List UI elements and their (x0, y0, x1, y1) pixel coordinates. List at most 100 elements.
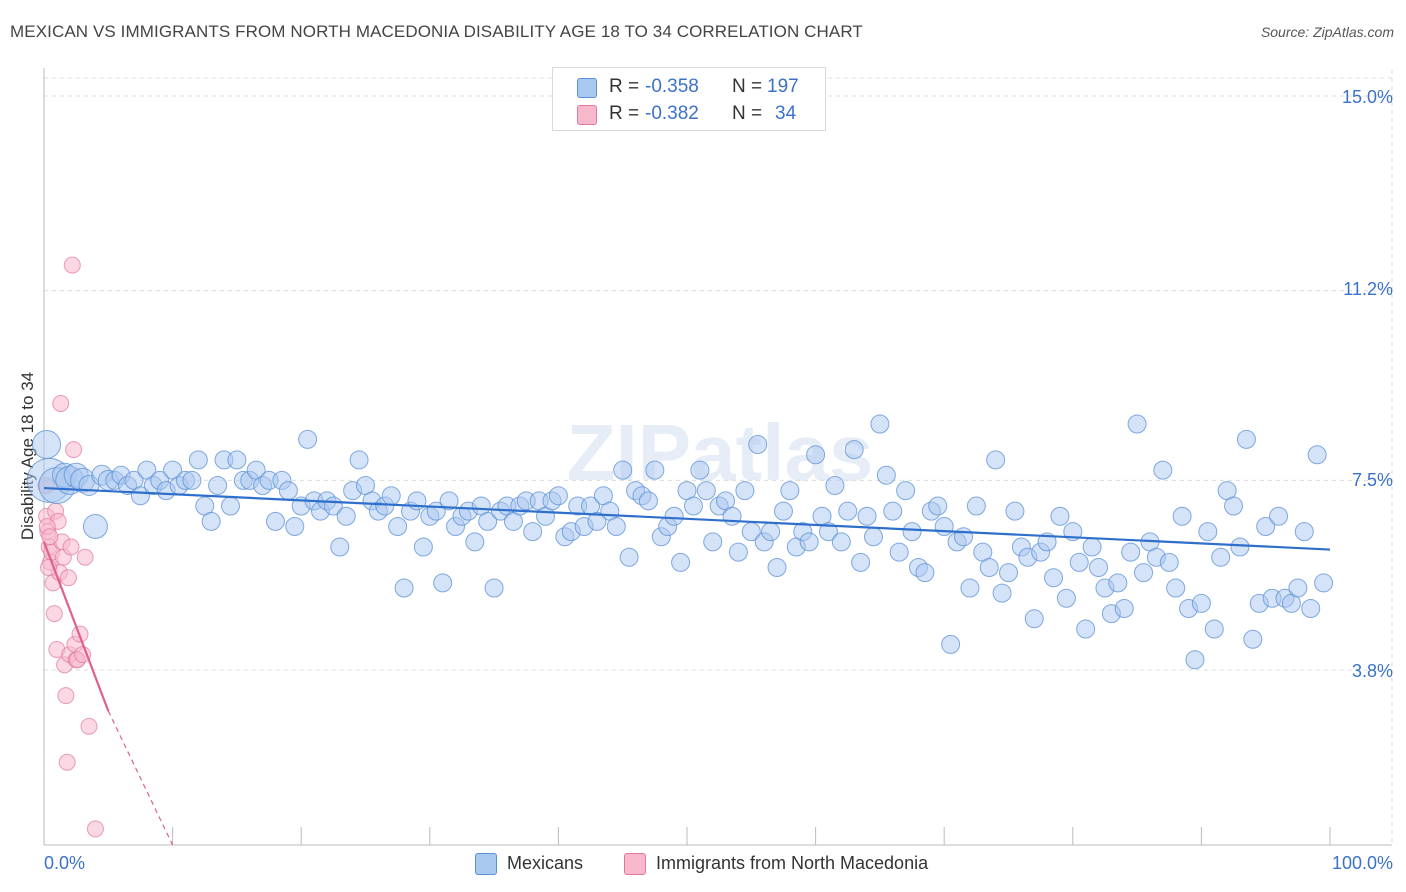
data-point-mexicans (1185, 650, 1205, 670)
data-point-north-macedonia (62, 538, 80, 556)
data-point-mexicans (1256, 517, 1276, 536)
data-point-mexicans (388, 517, 408, 536)
data-point-mexicans (1230, 537, 1250, 557)
chart-title: MEXICAN VS IMMIGRANTS FROM NORTH MACEDON… (10, 22, 863, 41)
data-point-mexicans (1134, 563, 1154, 583)
y-tick-label: 3.8% (1352, 661, 1393, 681)
r-value: -0.358 (645, 76, 699, 97)
data-point-mexicans (298, 429, 318, 449)
data-point-mexicans (484, 578, 504, 598)
data-point-mexicans (966, 496, 986, 516)
data-point-mexicans (1191, 593, 1211, 613)
data-point-mexicans (831, 532, 851, 552)
data-point-mexicans (1114, 599, 1134, 618)
data-point-north-macedonia (63, 256, 81, 274)
data-point-mexicans (767, 558, 787, 577)
data-point-mexicans (896, 481, 916, 501)
data-point-north-macedonia (74, 646, 92, 664)
data-point-mexicans (863, 527, 883, 547)
data-point-mexicans (928, 496, 948, 516)
legend-label: Immigrants from North Macedonia (656, 853, 929, 873)
data-point-north-macedonia (86, 820, 104, 838)
data-point-mexicans (606, 517, 626, 536)
data-point-mexicans (1204, 619, 1224, 639)
data-point-mexicans (381, 486, 401, 506)
data-point-north-macedonia (52, 395, 70, 412)
stats-legend: R = -0.358 N = 197 R = -0.382 N = 34 (552, 67, 826, 131)
data-point-mexicans (465, 532, 485, 552)
data-point-mexicans (1198, 522, 1218, 542)
legend-item-mexicans: Mexicans (475, 852, 605, 876)
data-point-mexicans (1121, 542, 1141, 562)
legend-label: Mexicans (507, 853, 584, 873)
data-point-mexicans (613, 460, 633, 480)
data-point-mexicans (1056, 588, 1076, 608)
data-point-mexicans (1288, 578, 1308, 598)
data-point-mexicans (413, 537, 433, 557)
data-point-mexicans (696, 481, 716, 501)
trend-line-mexicans (43, 486, 1331, 551)
data-point-mexicans (844, 440, 864, 460)
y-tick-label: 7.5% (1352, 470, 1393, 490)
data-point-mexicans (941, 634, 961, 654)
data-point-mexicans (1307, 445, 1327, 465)
data-point-mexicans (349, 450, 369, 470)
trend-lines (42, 486, 1331, 846)
data-point-mexicans (478, 511, 498, 531)
data-point-mexicans (1166, 578, 1186, 598)
data-point-mexicans (336, 506, 356, 526)
data-point-mexicans (1108, 573, 1128, 593)
data-point-mexicans (728, 542, 748, 562)
data-point-mexicans (130, 486, 150, 506)
x-tick-label: 100.0% (1332, 853, 1393, 873)
data-point-mexicans (979, 558, 999, 577)
legend-swatch-blue (577, 78, 597, 98)
data-point-mexicans (857, 506, 877, 526)
data-point-mexicans (188, 450, 208, 470)
data-point-mexicans (703, 532, 723, 552)
data-point-mexicans (735, 481, 755, 501)
data-point-north-macedonia (80, 717, 98, 735)
data-point-mexicans (876, 465, 896, 485)
data-point-mexicans (838, 501, 858, 521)
data-point-mexicans (1243, 629, 1263, 649)
n-value: 34 (775, 103, 797, 124)
data-point-mexicans (1159, 552, 1179, 572)
legend-item-north-macedonia: Immigrants from North Macedonia (624, 852, 984, 876)
data-point-mexicans (1301, 599, 1321, 618)
data-point-mexicans (1089, 558, 1109, 577)
data-point-mexicans (548, 486, 568, 506)
x-tick-label: 0.0% (44, 853, 85, 873)
legend-row-mexicans: R = -0.358 N = 197 (577, 76, 817, 100)
data-point-mexicans (1037, 532, 1057, 552)
data-point-mexicans (722, 506, 742, 526)
data-point-mexicans (1069, 552, 1089, 572)
data-point-mexicans (227, 450, 247, 470)
data-point-north-macedonia (59, 569, 77, 587)
data-point-mexicans (208, 476, 228, 495)
data-point-north-macedonia (65, 441, 83, 459)
y-axis-label: Disability Age 18 to 34 (18, 372, 37, 540)
data-point-mexicans (780, 481, 800, 501)
data-point-mexicans (902, 522, 922, 542)
data-point-mexicans (1269, 506, 1289, 526)
data-point-mexicans (960, 578, 980, 598)
data-point-mexicans (201, 511, 221, 531)
data-point-mexicans (986, 450, 1006, 470)
r-label: R = (609, 76, 640, 97)
series-north-macedonia (37, 256, 104, 838)
data-point-mexicans (1044, 568, 1064, 588)
data-point-north-macedonia (41, 528, 59, 546)
data-point-mexicans (1236, 429, 1256, 449)
data-point-mexicans (953, 527, 973, 547)
data-point-mexicans (999, 563, 1018, 583)
legend-swatch-pink (624, 853, 646, 875)
legend-row-north-macedonia: R = -0.382 N = 34 (577, 103, 817, 127)
data-point-mexicans (278, 481, 298, 501)
n-label: N = (732, 103, 763, 124)
data-point-mexicans (182, 470, 202, 490)
data-point-north-macedonia (45, 605, 63, 623)
data-point-mexicans (394, 578, 414, 598)
data-point-mexicans (285, 517, 305, 536)
